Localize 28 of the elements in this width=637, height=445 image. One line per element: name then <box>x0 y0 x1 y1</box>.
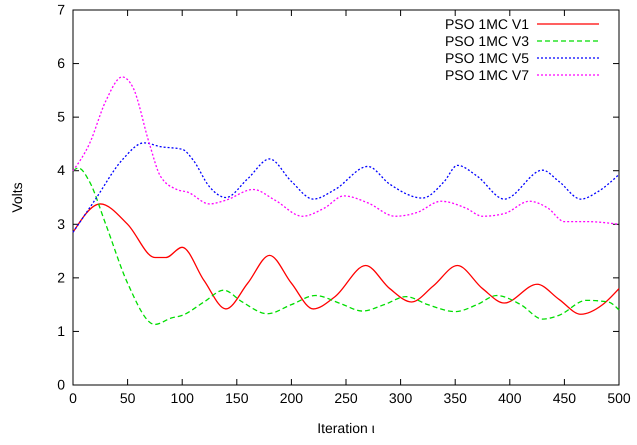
x-tick-label: 150 <box>225 390 249 406</box>
line-series <box>72 203 620 315</box>
y-tick-label: 7 <box>57 1 66 18</box>
x-tick-label: 50 <box>120 390 136 406</box>
legend-label: PSO 1MC V1 <box>444 16 530 32</box>
y-tick-label: 1 <box>57 322 66 339</box>
x-tick-label: 300 <box>388 390 412 406</box>
x-tick-label: 350 <box>444 390 468 406</box>
x-tick-label: 0 <box>69 390 78 406</box>
x-tick-label: 400 <box>498 390 522 406</box>
x-tick-label: 100 <box>170 390 194 406</box>
legend-label: PSO 1MC V5 <box>444 50 530 66</box>
line-series <box>72 167 620 326</box>
x-axis-title: Iteration ι <box>317 420 375 436</box>
legend-label: PSO 1MC V3 <box>444 33 530 49</box>
x-tick-label: 450 <box>552 390 576 406</box>
y-tick-label: 5 <box>57 108 66 125</box>
y-tick-label: 3 <box>57 216 66 232</box>
line-series <box>72 142 620 233</box>
x-tick-label: 500 <box>607 390 631 406</box>
x-tick-label: 200 <box>280 390 304 406</box>
y-tick-label: 2 <box>57 269 66 286</box>
y-tick-label: 6 <box>57 55 66 72</box>
x-tick-label: 250 <box>334 390 358 406</box>
legend-label: PSO 1MC V7 <box>444 67 530 83</box>
y-axis-title: Volts <box>9 182 25 213</box>
y-tick-label: 4 <box>57 162 66 178</box>
y-tick-label: 0 <box>57 376 66 392</box>
